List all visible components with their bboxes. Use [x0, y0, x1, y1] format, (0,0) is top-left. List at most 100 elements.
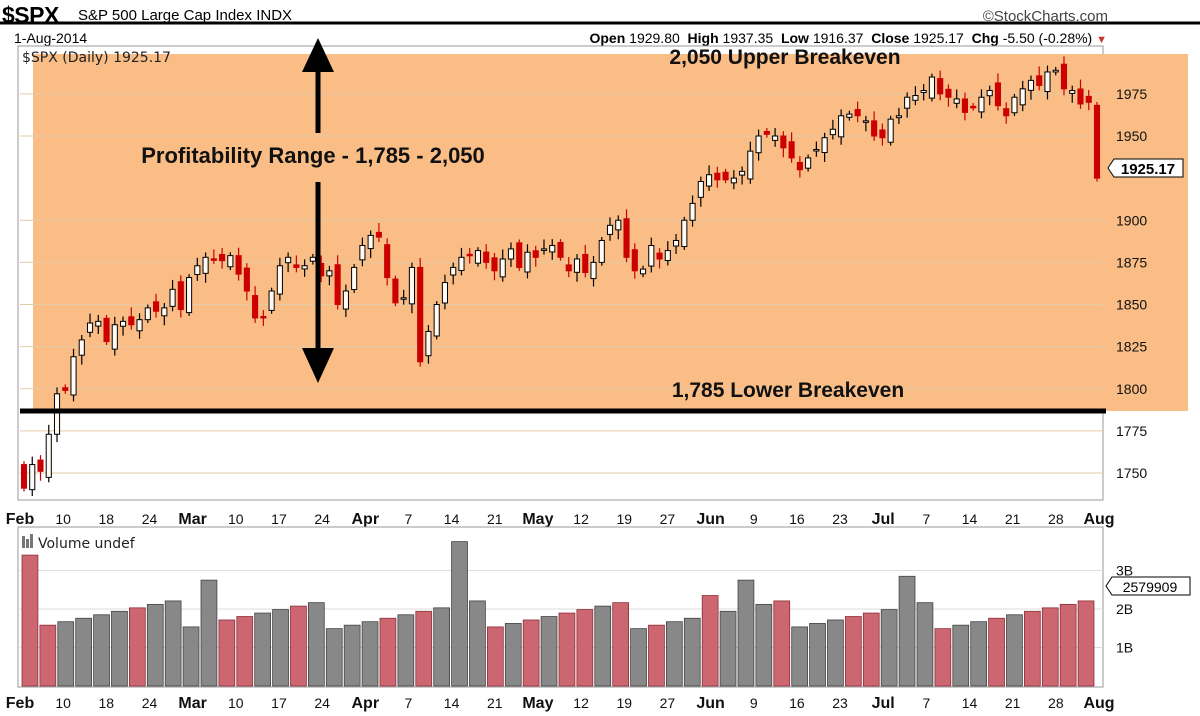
x-tick-label: 19	[616, 695, 632, 711]
candle-body	[153, 301, 160, 312]
volume-bar	[809, 623, 826, 687]
candle-body	[243, 267, 250, 292]
candle-body	[169, 288, 176, 307]
candle-body	[1011, 96, 1018, 114]
candle-body	[615, 219, 622, 231]
candle-body	[780, 135, 787, 149]
candle-body	[1052, 69, 1059, 73]
open-value: 1929.80	[629, 30, 680, 46]
volume-bar	[701, 595, 719, 687]
volume-bar	[737, 579, 755, 687]
volume-legend-icon-bar	[26, 539, 29, 548]
volume-bar	[594, 605, 612, 687]
volume-bar	[1077, 600, 1095, 687]
candle-body	[425, 330, 432, 357]
candle-body	[219, 253, 226, 262]
candle-body	[1093, 104, 1101, 179]
x-tick-label: 18	[99, 695, 115, 711]
candle-body	[53, 393, 61, 435]
x-tick-label: 17	[271, 511, 287, 527]
candle-body	[796, 161, 803, 171]
candle-body	[788, 141, 795, 159]
x-tick-label: May	[522, 511, 553, 528]
profitability-range-label: Profitability Range - 1,785 - 2,050	[141, 143, 485, 168]
volume-bar	[200, 579, 218, 687]
candle-body	[598, 239, 605, 263]
volume-bar	[57, 621, 75, 687]
candle-body	[1003, 108, 1010, 117]
last-price-tag: 1925.17	[1107, 158, 1184, 178]
candle-body	[400, 297, 407, 300]
volume-bar	[343, 624, 361, 687]
volume-bar	[827, 619, 844, 687]
volume-bar	[433, 607, 451, 687]
x-tick-label: 23	[832, 511, 848, 527]
candle-body	[276, 265, 283, 295]
candle-body	[474, 250, 482, 264]
volume-bar	[1041, 607, 1059, 687]
candle-body	[119, 320, 127, 327]
volume-bar	[952, 624, 970, 687]
volume-bar	[397, 614, 415, 687]
candle-body	[384, 244, 391, 279]
candle-body	[1019, 88, 1026, 106]
last-price-value: 1925.17	[1121, 161, 1175, 178]
x-tick-label: 21	[487, 695, 503, 711]
x-tick-label: Jul	[872, 695, 895, 712]
volume-bar	[916, 602, 934, 687]
volume-bar	[755, 603, 773, 687]
x-tick-label: 27	[660, 695, 676, 711]
candle-body	[417, 266, 424, 363]
candle-body	[549, 245, 556, 253]
x-tick-label: 9	[750, 695, 758, 711]
volume-bars	[21, 541, 1095, 687]
x-tick-label: 28	[1048, 511, 1064, 527]
volume-last-box	[1105, 576, 1191, 596]
volume-bar	[218, 619, 236, 687]
quote-date: 1-Aug-2014	[14, 30, 88, 46]
candle-body	[953, 98, 960, 104]
volume-bar	[236, 616, 254, 687]
volume-bar	[111, 610, 128, 687]
candle-body	[763, 130, 770, 135]
volume-bar	[862, 612, 880, 687]
volume-bar	[361, 621, 379, 687]
volume-tick-label: 1B	[1116, 640, 1133, 656]
x-tick-label: May	[522, 695, 553, 712]
volume-y-axis: 1B 2B 3B	[1116, 563, 1133, 656]
candle-body	[846, 113, 853, 118]
x-tick-label: Feb	[6, 695, 35, 712]
candle-body	[854, 109, 861, 117]
candle-body	[862, 120, 869, 123]
volume-bar	[630, 628, 647, 687]
high-label: High	[687, 30, 719, 46]
candle-body	[706, 174, 713, 187]
candle-body	[606, 224, 614, 235]
volume-bar	[988, 617, 1005, 687]
x-tick-label: 7	[922, 695, 930, 711]
candle-body	[202, 256, 209, 274]
chg-value: -5.50 (-0.28%)	[1002, 30, 1093, 46]
volume-bar	[93, 614, 110, 687]
brand-watermark[interactable]: ©StockCharts.com	[982, 8, 1108, 25]
candle-body	[285, 256, 292, 264]
candle-body	[37, 459, 44, 472]
volume-bar	[146, 603, 164, 687]
candle-body	[491, 257, 498, 272]
candle-body	[210, 258, 217, 261]
x-tick-label: Jun	[696, 695, 724, 712]
candle-body	[252, 295, 259, 319]
low-label: Low	[780, 30, 809, 46]
volume-bar	[379, 617, 397, 687]
candle-body	[466, 253, 473, 257]
volume-bar	[75, 617, 92, 687]
volume-bar	[666, 621, 683, 687]
candle-body	[227, 255, 234, 268]
low-value: 1916.37	[812, 30, 864, 46]
upper-breakeven-label: 2,050 Upper Breakeven	[669, 46, 900, 69]
candle-body	[507, 248, 515, 260]
x-tick-label: Feb	[6, 511, 35, 528]
volume-bar	[290, 605, 307, 687]
volume-bar	[182, 626, 200, 687]
